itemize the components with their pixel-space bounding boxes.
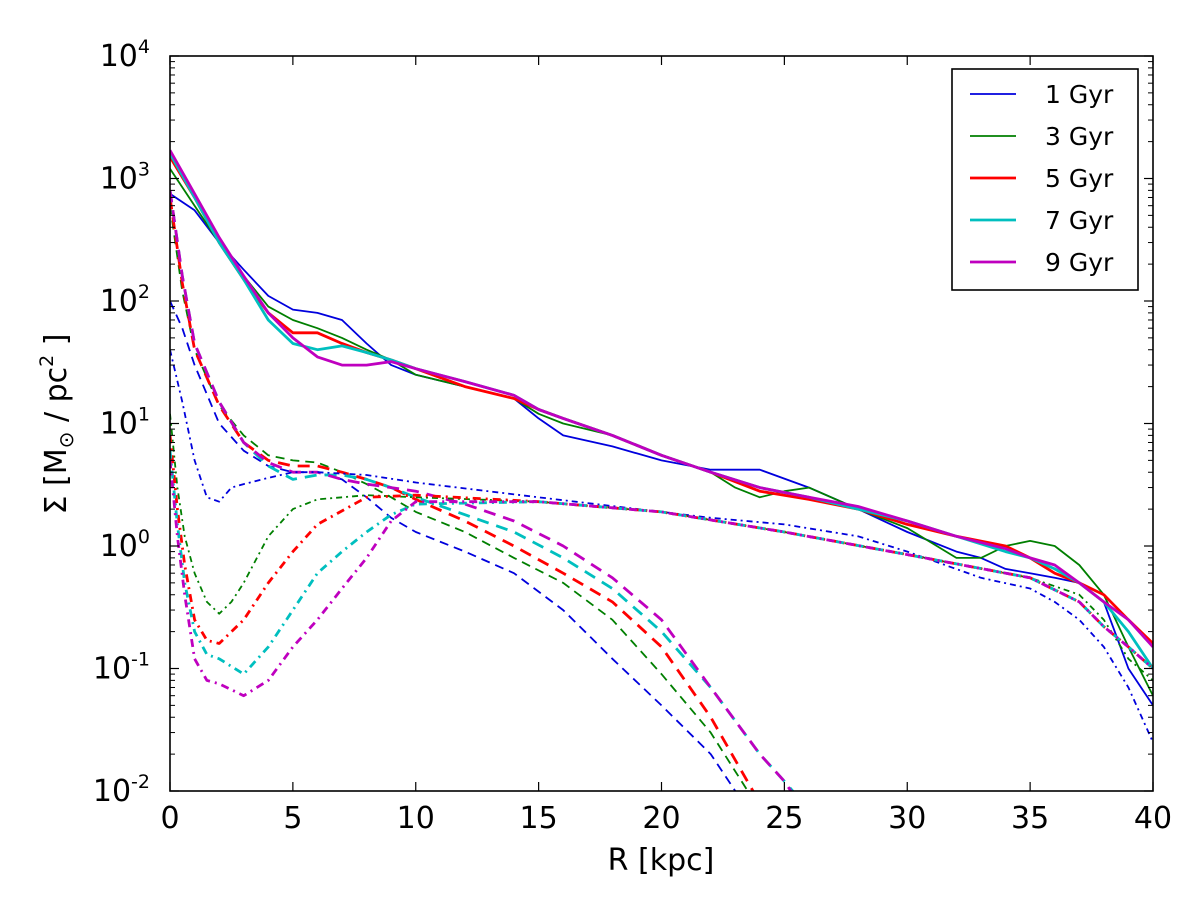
y-tick-label-exponent: 2 (138, 281, 150, 303)
x-tick-label: 40 (1134, 801, 1172, 836)
x-tick-label: 15 (520, 801, 558, 836)
legend-label: 3 Gyr (1045, 122, 1114, 151)
series-layer (170, 149, 1153, 791)
legend: 1 Gyr 3 Gyr 5 Gyr 7 Gyr 9 Gyr (951, 68, 1139, 291)
series-dashdot-1-gyr (170, 349, 1153, 743)
y-tick-label: 104 (100, 36, 150, 74)
y-tick-label-exponent: 3 (138, 159, 150, 181)
y-tick-label-exponent: 1 (138, 404, 150, 426)
x-tick-labels: 0 5 10 15 20 25 30 35 40 (160, 801, 1172, 836)
legend-label: 5 Gyr (1045, 164, 1114, 193)
y-axis-title-suffix: ] (39, 334, 74, 355)
series-dashed-3-gyr (170, 205, 749, 791)
y-axis-title-middle: / pc (39, 367, 74, 432)
y-tick-label-base: 10 (100, 407, 138, 442)
legend-label: 9 Gyr (1045, 248, 1114, 277)
y-tick-label: 102 (100, 281, 150, 319)
plot-frame (169, 55, 1154, 792)
y-tick-label-exponent: -1 (131, 649, 150, 671)
y-tick-label-base: 10 (93, 652, 131, 687)
y-tick-label-exponent: 0 (138, 526, 150, 548)
legend-label: 7 Gyr (1045, 206, 1114, 235)
y-tick-label: 10-1 (93, 649, 150, 687)
y-axis-title-superscript: 2 (36, 355, 58, 367)
y-axis-title: Σ [M⊙ / pc2 ] (36, 334, 78, 515)
y-tick-label-base: 10 (100, 162, 138, 197)
y-tick-label-exponent: -2 (131, 771, 150, 793)
series-dashdot-9-gyr (170, 460, 1153, 698)
x-axis-title: R [kpc] (608, 843, 715, 878)
y-tick-label-base: 10 (100, 284, 138, 319)
legend-label: 1 Gyr (1045, 80, 1114, 109)
y-tick-label: 103 (100, 159, 150, 197)
y-axis-title-subscript: ⊙ (54, 432, 78, 449)
x-tick-label: 20 (642, 801, 680, 836)
y-tick-label-base: 10 (93, 774, 131, 809)
y-tick-label: 100 (100, 526, 150, 564)
series-dashed-9-gyr (170, 190, 793, 791)
y-tick-label: 101 (100, 404, 150, 442)
series-dashdot-7-gyr (170, 450, 1153, 676)
x-tick-label: 0 (160, 801, 179, 836)
y-axis-title-prefix: Σ [M (39, 448, 74, 514)
x-tick-label: 35 (1011, 801, 1049, 836)
series-dashdot-3-gyr (170, 413, 1153, 682)
y-tick-label-base: 10 (100, 39, 138, 74)
y-tick-label: 10-2 (93, 771, 150, 809)
x-tick-label: 5 (283, 801, 302, 836)
y-tick-label-base: 10 (100, 529, 138, 564)
series-solid-1-gyr (170, 193, 1153, 706)
x-tick-label: 10 (397, 801, 435, 836)
series-solid-9-gyr (170, 149, 1153, 648)
y-tick-label-exponent: 4 (138, 36, 150, 58)
x-tick-label: 30 (888, 801, 926, 836)
legend-frame (951, 68, 1139, 291)
x-tick-label: 25 (765, 801, 803, 836)
